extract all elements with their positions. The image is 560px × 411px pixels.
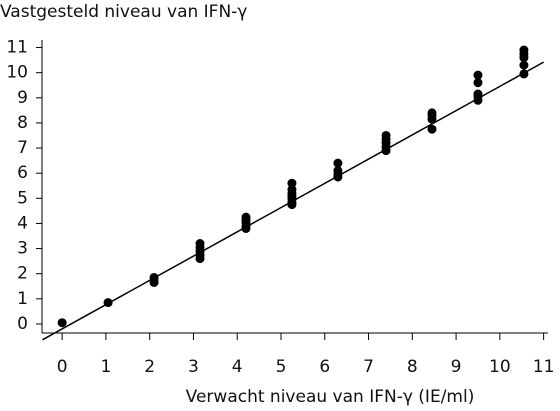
data-point [57, 318, 67, 328]
x-tick-label: 5 [276, 357, 287, 377]
data-point [427, 124, 437, 134]
data-point [103, 298, 113, 308]
data-point [241, 212, 251, 222]
x-tick-label: 3 [188, 357, 199, 377]
data-point [473, 70, 483, 80]
x-axis-label: Verwacht niveau van IFN-γ (IE/ml) [186, 387, 475, 407]
y-tick-label: 8 [17, 113, 28, 133]
x-tick-label: 2 [144, 357, 155, 377]
y-tick-label: 5 [17, 188, 28, 208]
y-tick-label: 11 [6, 38, 28, 58]
x-tick-label: 11 [533, 357, 555, 377]
data-point [195, 239, 205, 249]
data-point [149, 272, 159, 282]
y-tick-label: 9 [17, 88, 28, 108]
x-tick-label: 1 [100, 357, 111, 377]
data-point [287, 185, 297, 195]
data-point [427, 108, 437, 118]
y-axis-label: Vastgesteld niveau van IFN-γ [0, 2, 247, 22]
y-tick-label: 0 [17, 314, 28, 334]
data-point [381, 130, 391, 140]
data-point [519, 45, 529, 55]
x-tick-label: 10 [489, 357, 511, 377]
y-tick-label: 10 [6, 63, 28, 83]
y-tick-label: 1 [17, 289, 28, 309]
x-tick-label: 9 [451, 357, 462, 377]
x-tick-label: 8 [407, 357, 418, 377]
data-point [473, 78, 483, 88]
y-tick-label: 7 [17, 138, 28, 158]
data-point [519, 69, 529, 79]
y-tick-label: 6 [17, 163, 28, 183]
y-tick-label: 3 [17, 239, 28, 259]
x-tick-label: 7 [363, 357, 374, 377]
y-tick-label: 2 [17, 264, 28, 284]
data-point [287, 178, 297, 188]
y-tick-label: 4 [17, 213, 28, 233]
x-tick-label: 4 [232, 357, 243, 377]
x-tick-label: 6 [319, 357, 330, 377]
data-point [473, 89, 483, 99]
data-point [333, 166, 343, 176]
data-point [519, 60, 529, 70]
data-point [333, 158, 343, 168]
x-tick-label: 0 [57, 357, 68, 377]
